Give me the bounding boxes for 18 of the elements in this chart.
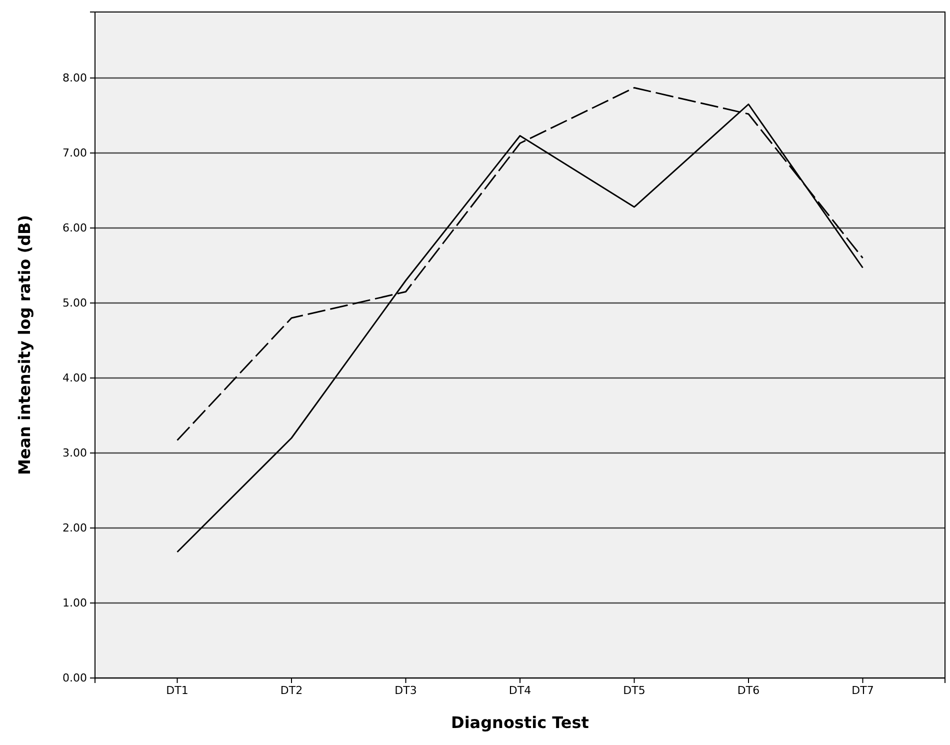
x-tick-label: DT4 <box>508 684 532 697</box>
x-tick-label: DT6 <box>737 684 760 697</box>
y-tick-label: 1.00 <box>62 596 87 610</box>
y-tick-label: 8.00 <box>62 72 87 85</box>
x-tick-label: DT1 <box>166 684 188 697</box>
y-tick-label: 2.00 <box>62 522 87 535</box>
y-tick-label: 5.00 <box>62 296 87 310</box>
y-tick-label: 4.00 <box>62 372 87 385</box>
y-tick-label: 7.00 <box>62 146 87 160</box>
x-tick-label: DT3 <box>394 684 417 697</box>
x-tick-label: DT5 <box>623 684 646 697</box>
y-tick-label: 0.00 <box>62 672 87 685</box>
y-axis-title: Mean intensity log ratio (dB) <box>15 214 34 476</box>
x-axis-title: Diagnostic Test <box>451 713 590 732</box>
y-tick-label: 3.00 <box>62 446 87 460</box>
x-tick-label: DT7 <box>852 684 874 697</box>
y-tick-label: 6.00 <box>62 222 87 235</box>
x-tick-label: DT2 <box>280 684 303 697</box>
